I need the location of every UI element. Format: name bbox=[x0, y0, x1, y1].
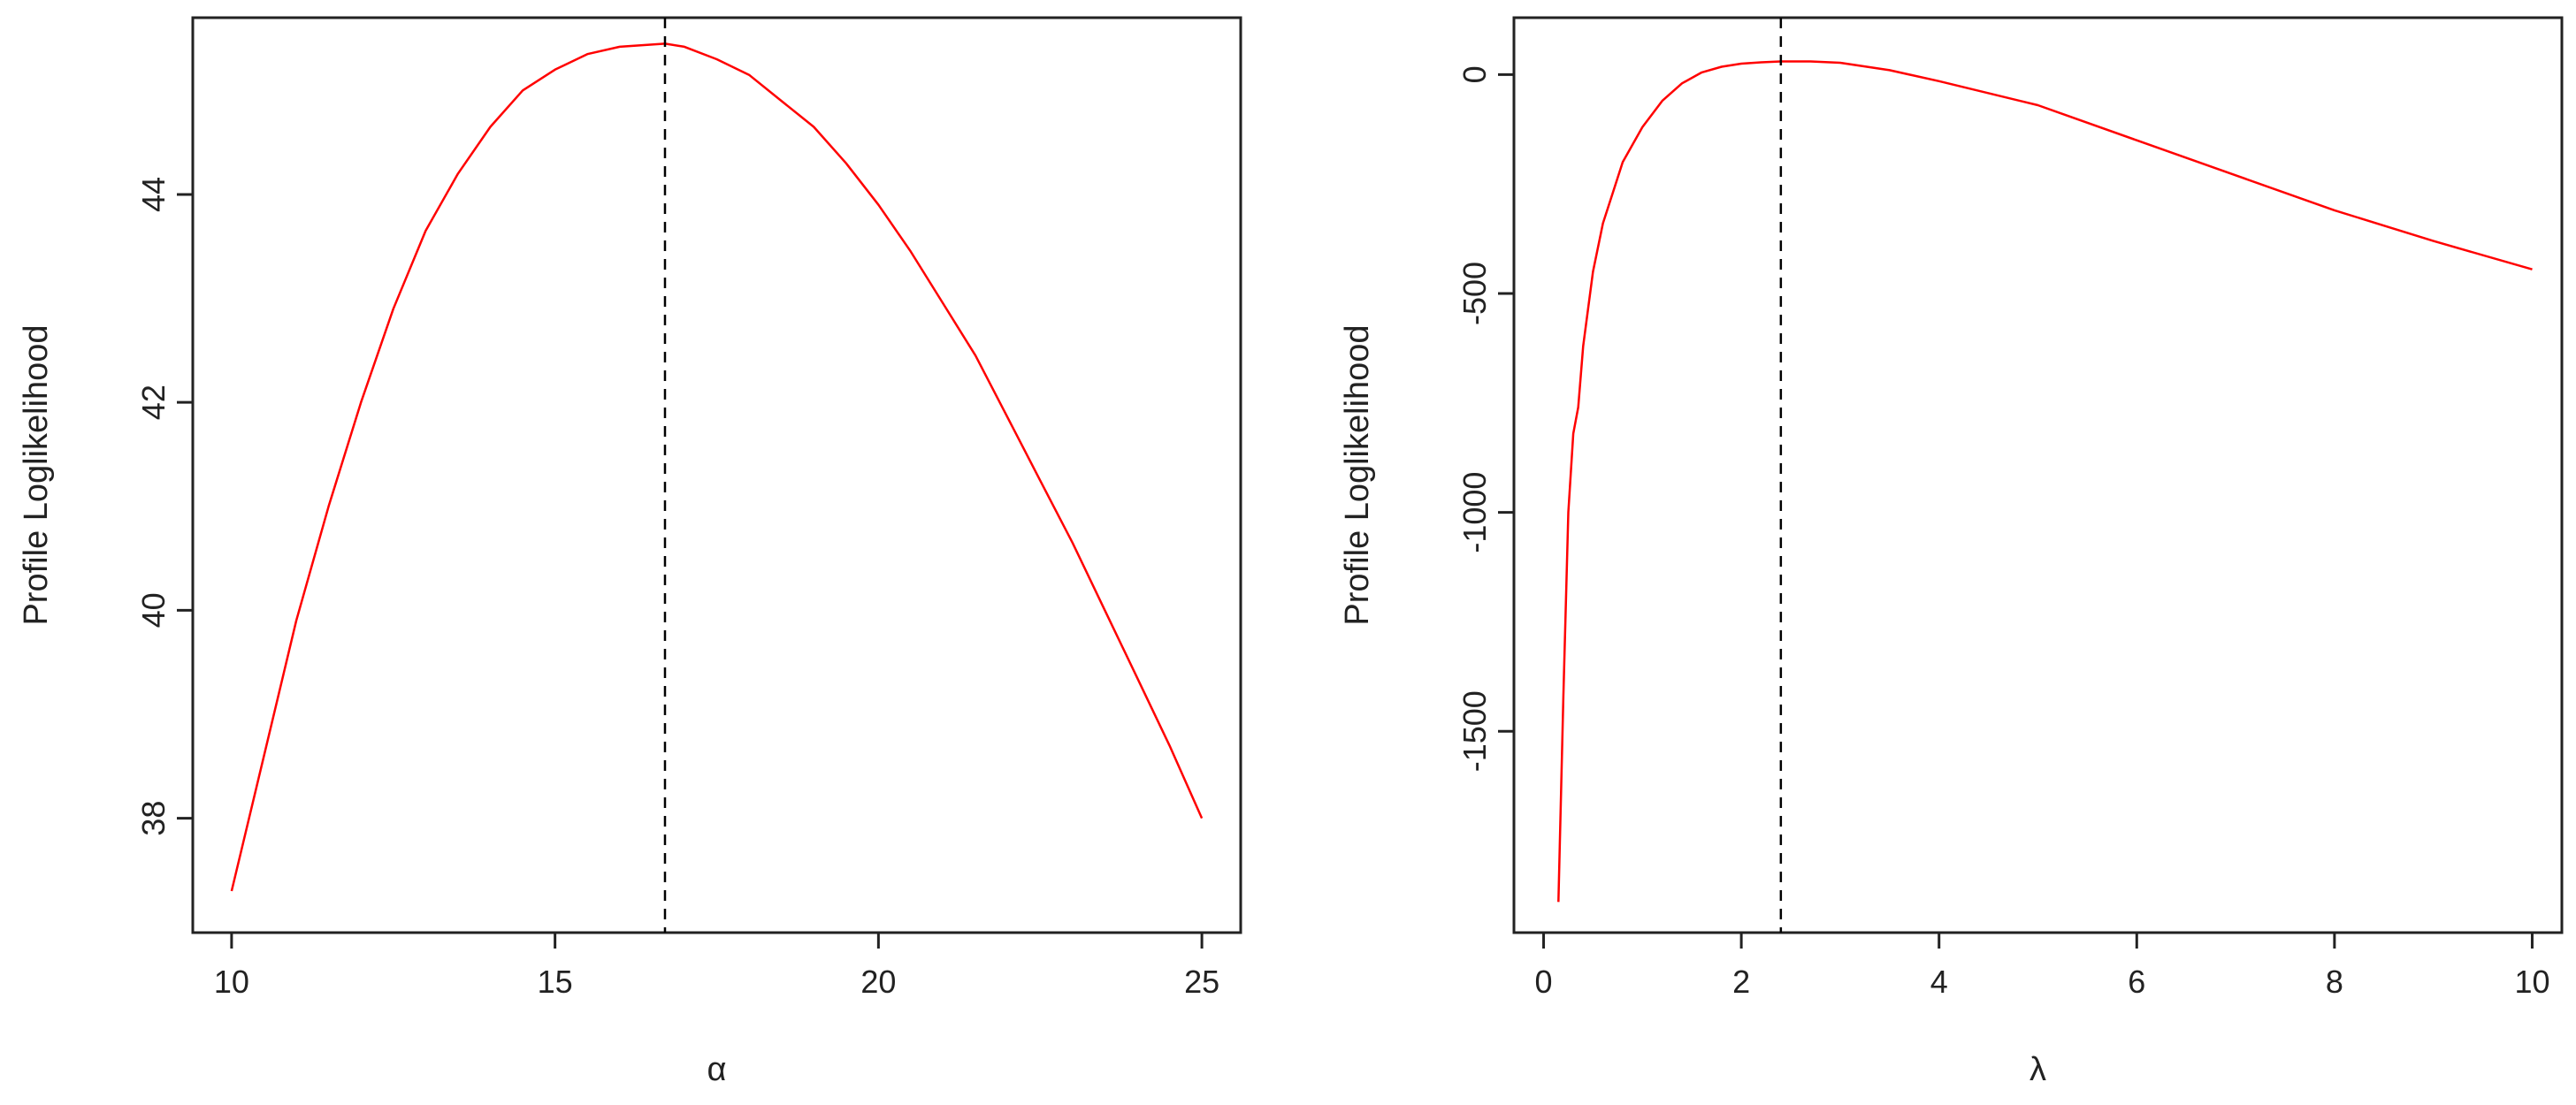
y-axis-title: Profile Loglikelihood bbox=[1339, 324, 1376, 625]
y-tick-label: -1000 bbox=[1456, 472, 1493, 553]
x-axis-title: α bbox=[707, 1051, 727, 1088]
series-lines bbox=[230, 18, 1204, 933]
y-tick-label: -500 bbox=[1456, 262, 1493, 325]
plot-frame bbox=[1512, 16, 2564, 934]
alpha-profile-panel: 10 15 20 25 38 40 42 44 α Profile Loglikelihoo… bbox=[18, 16, 1242, 1088]
profile-loglikelihood-line bbox=[1557, 60, 2533, 903]
y-tick-label: 40 bbox=[135, 592, 172, 628]
x-tick-label: 6 bbox=[2128, 964, 2145, 1000]
y-axis: 0 -500 -1000 -1500 bbox=[1456, 65, 1514, 772]
x-tick-label: 20 bbox=[860, 964, 896, 1000]
x-tick-label: 10 bbox=[2514, 964, 2549, 1000]
x-tick-label: 2 bbox=[1732, 964, 1750, 1000]
y-tick-label: 38 bbox=[135, 801, 172, 836]
y-tick-label: 0 bbox=[1456, 65, 1493, 83]
x-axis: 10 15 20 25 bbox=[214, 933, 1219, 1000]
x-tick-label: 15 bbox=[538, 964, 573, 1000]
y-axis-title: Profile Loglikelihood bbox=[18, 324, 55, 625]
x-axis: 0 2 4 6 8 10 bbox=[1535, 933, 2549, 1000]
x-tick-label: 25 bbox=[1184, 964, 1219, 1000]
x-tick-label: 0 bbox=[1535, 964, 1553, 1000]
x-axis-title: λ bbox=[2029, 1051, 2046, 1088]
plot-frame bbox=[191, 16, 1242, 934]
y-axis: 38 40 42 44 bbox=[135, 177, 193, 836]
x-tick-label: 4 bbox=[1930, 964, 1948, 1000]
y-tick-label: 42 bbox=[135, 385, 172, 420]
profile-loglikelihood-line bbox=[230, 42, 1204, 892]
y-tick-label: 44 bbox=[135, 177, 172, 212]
x-tick-label: 8 bbox=[2326, 964, 2343, 1000]
series-lines bbox=[1557, 18, 2533, 933]
x-tick-label: 10 bbox=[214, 964, 249, 1000]
y-tick-label: -1500 bbox=[1456, 690, 1493, 772]
lambda-profile-panel: 0 2 4 6 8 10 0 -500 -1000 -1500 λ Profile Loglik… bbox=[1339, 16, 2564, 1088]
